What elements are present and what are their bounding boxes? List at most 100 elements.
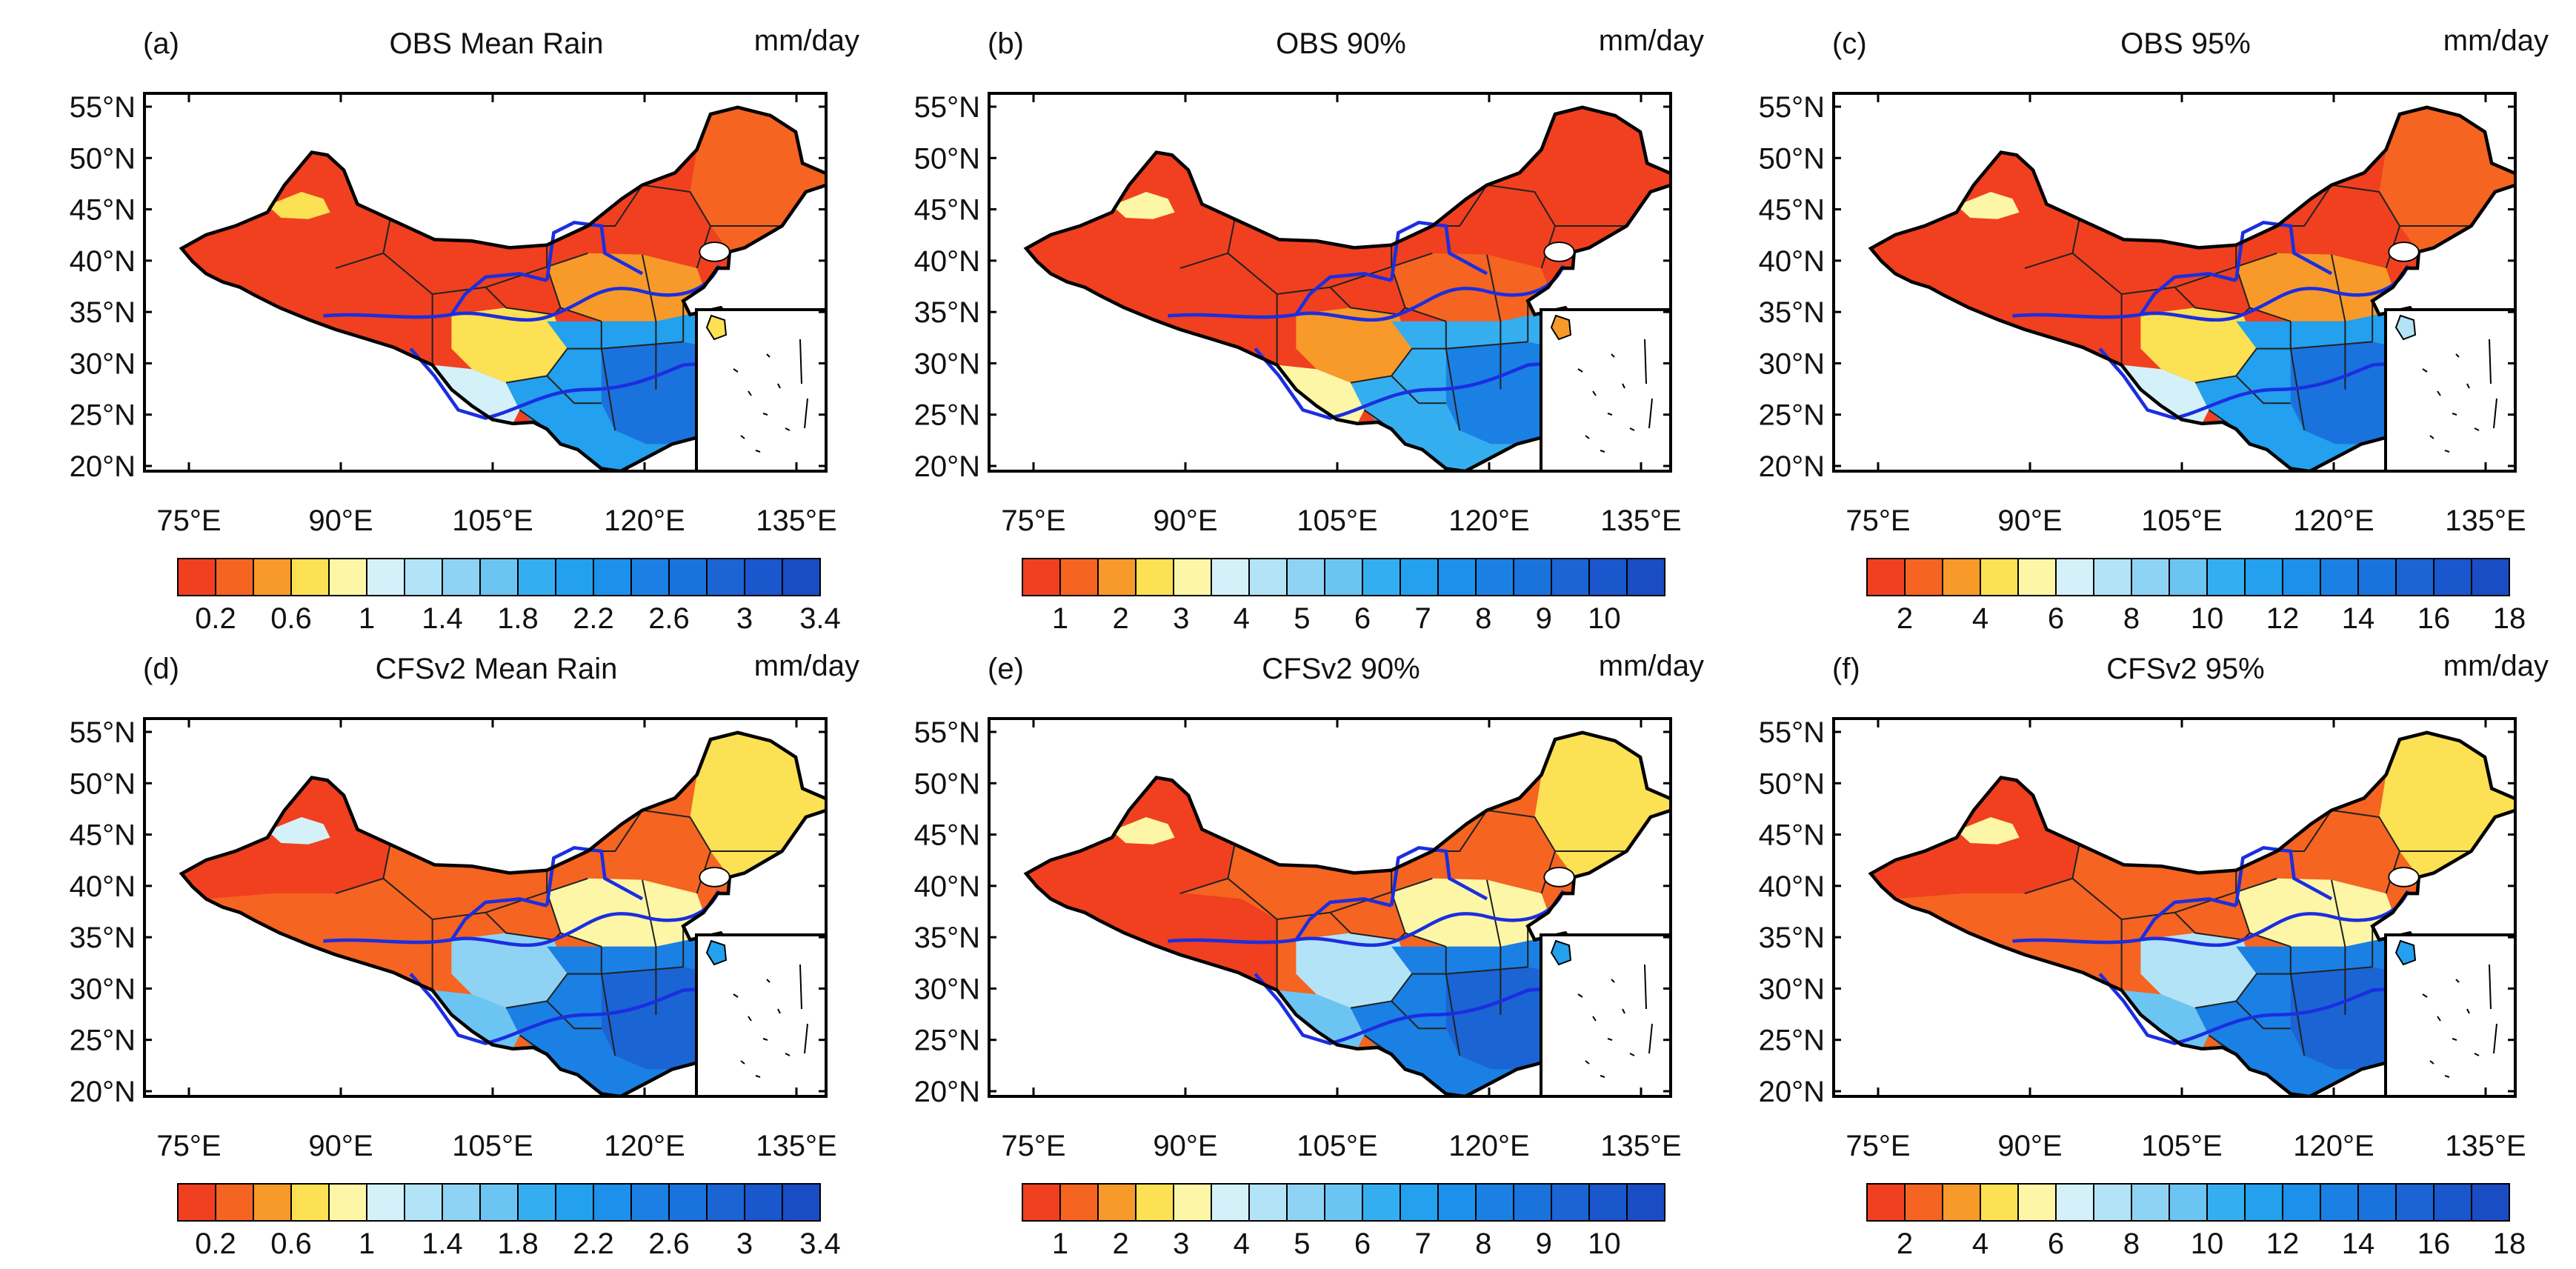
inset-island <box>2493 398 2497 429</box>
inset-island <box>2493 1023 2497 1054</box>
region-north-xinjiang-hills <box>1957 192 2020 219</box>
colorbar-cell <box>2395 1183 2434 1222</box>
inset-land <box>2394 939 2417 966</box>
colorbar-cell <box>1551 1183 1590 1222</box>
map-area <box>1023 105 1671 471</box>
colorbar-tick-label: 8 <box>1475 602 1491 635</box>
colorbar-tick-label: 10 <box>2191 602 2224 635</box>
panel-unit: mm/day <box>754 650 859 682</box>
colorbar-cell <box>177 558 216 596</box>
inset-island <box>2452 1038 2457 1041</box>
colorbar-tick-label: 2.6 <box>648 602 690 635</box>
region-hainan <box>1412 1110 1442 1132</box>
colorbar-tick-label: 14 <box>2342 602 2375 635</box>
lat-label: 30°N <box>914 973 980 1005</box>
river <box>2139 272 2237 316</box>
colorbar-cell <box>593 558 632 596</box>
colorbar-cell <box>2017 558 2057 596</box>
panel-tag: (c) <box>1832 27 1867 60</box>
province-border <box>2121 877 2277 921</box>
panel-b: (b) OBS 90% mm/day 55°N 50°N 45°N 40°N 35°N 30°N… <box>914 24 1704 635</box>
colorbar-cell <box>2357 1183 2397 1222</box>
panel-title: OBS 95% <box>2120 27 2251 60</box>
colorbar-cell <box>1022 558 1061 596</box>
river <box>409 347 721 420</box>
inset-island <box>1592 390 1597 396</box>
region-north-xinjiang-hills <box>267 192 330 219</box>
inset-island <box>777 1008 781 1014</box>
colorbar-cell <box>442 1183 481 1222</box>
lat-label: 35°N <box>1759 922 1825 954</box>
province-border <box>505 375 602 404</box>
lat-label: 55°N <box>914 91 980 124</box>
province-border <box>546 347 602 377</box>
inset-island <box>2422 368 2428 373</box>
colorbar-tick-label: 12 <box>2266 1228 2300 1260</box>
lon-label: 90°E <box>1153 1130 1217 1162</box>
colorbar-cell <box>366 558 405 596</box>
lat-label: 40°N <box>1759 870 1825 903</box>
colorbar-cell <box>1362 558 1401 596</box>
region-northeast <box>690 107 826 252</box>
colorbar-tick-label: 1.8 <box>497 602 539 635</box>
river <box>409 973 721 1045</box>
lat-label: 25°N <box>914 1025 980 1057</box>
province-border <box>2024 844 2080 895</box>
region-hainan <box>568 485 597 507</box>
province-border <box>485 912 562 941</box>
province-border <box>2235 244 2292 322</box>
lon-label: 75°E <box>1001 1130 1065 1162</box>
colorbar-cell <box>2131 558 2170 596</box>
south-china-sea-inset <box>1540 308 1672 473</box>
colorbar-tick-label: 9 <box>1536 1228 1552 1260</box>
colorbar-cell <box>290 1183 330 1222</box>
region-hainan <box>2257 1110 2286 1132</box>
river <box>2012 264 2410 322</box>
inset-island <box>762 413 768 416</box>
inset-island <box>2444 1075 2450 1078</box>
province-border <box>2235 347 2291 377</box>
province-border <box>1445 341 1528 350</box>
south-china-sea-inset <box>695 933 828 1098</box>
province-border <box>1277 252 1433 296</box>
lon-label: 90°E <box>1997 504 2062 537</box>
inset-island <box>785 1053 791 1056</box>
panel-tag: (b) <box>988 27 1024 60</box>
province-border <box>546 973 602 1002</box>
lat-label: 55°N <box>1759 716 1825 749</box>
province-border <box>2121 252 2277 296</box>
colorbar-cell <box>744 1183 783 1222</box>
colorbar-cell <box>2357 558 2397 596</box>
inset-island <box>799 964 802 1010</box>
province-border <box>2331 254 2346 390</box>
region-sichuan-basin <box>1296 307 1412 383</box>
china-map <box>1868 730 2515 1132</box>
colorbar-cell <box>1324 558 1363 596</box>
province-border <box>432 252 588 296</box>
colorbar: 2 4 6 8 10 12 14 16 18 <box>1866 1183 2526 1260</box>
colorbar-tick-label: 1 <box>1052 1228 1068 1260</box>
bohai-sea <box>1543 867 1575 887</box>
region-southwest-yunnan <box>432 364 520 424</box>
colorbar-cell <box>2055 558 2094 596</box>
lon-label: 135°E <box>1600 1130 1681 1162</box>
region-sichuan-basin <box>1296 933 1412 1008</box>
river <box>1254 347 1565 420</box>
lat-label: 45°N <box>1759 819 1825 852</box>
china-map <box>1023 730 1671 1132</box>
colorbar-cell <box>706 1183 745 1222</box>
province-border <box>2290 966 2373 975</box>
lat-label: 55°N <box>70 716 136 749</box>
colorbar-tick-label: 5 <box>1294 1228 1310 1260</box>
map-frame <box>988 92 1672 473</box>
lon-label: 75°E <box>156 1130 221 1162</box>
colorbar-cell <box>1286 558 1325 596</box>
map-area <box>179 105 826 507</box>
lon-label: 105°E <box>452 504 533 537</box>
colorbar-cell <box>1475 1183 1514 1222</box>
inset-island <box>2474 427 2480 431</box>
colorbar-cell <box>2433 558 2472 596</box>
lat-label: 50°N <box>914 142 980 175</box>
colorbar-cell <box>1059 1183 1099 1222</box>
province-border <box>1391 870 1447 947</box>
